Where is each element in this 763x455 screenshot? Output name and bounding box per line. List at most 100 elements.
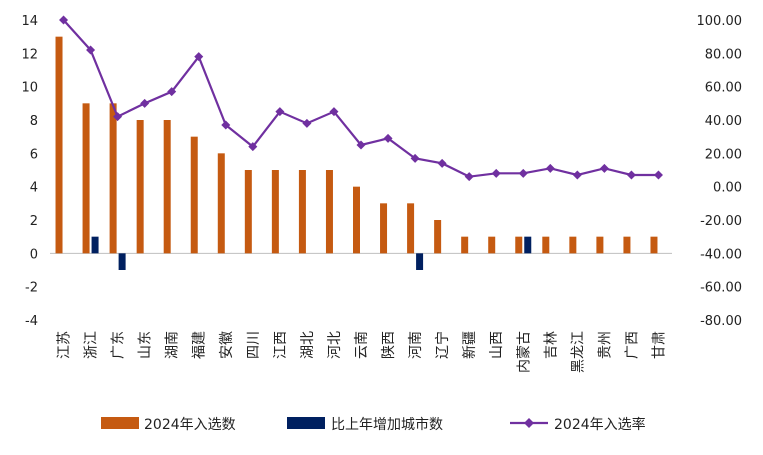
right-tick-label: -80.00 xyxy=(700,314,742,329)
left-tick-label: 14 xyxy=(21,14,38,29)
line-point xyxy=(653,170,663,180)
right-tick-label: 40.00 xyxy=(705,114,742,129)
bar-2024-count xyxy=(380,203,388,254)
line-point xyxy=(167,87,177,97)
category-labels: 江苏 浙江 广东 山东 湖南 福建 安徽 四川 江西 湖北 河北 云南 陕西 河南 辽宁 新疆 山西 内蒙古 吉林黑… xyxy=(57,331,668,373)
category-label: 吉林 xyxy=(543,331,559,359)
bar-2024-count xyxy=(542,236,550,254)
category-label: 云南 xyxy=(354,331,370,359)
category-label: 甘肃 xyxy=(651,331,667,359)
bar-2024-count xyxy=(488,236,496,254)
left-y-axis: -4 -2 0 2 4 6 8 10 12 14 xyxy=(21,14,38,329)
left-tick-label: 2 xyxy=(30,214,38,229)
left-tick-label: -2 xyxy=(25,281,38,296)
category-label: 湖南 xyxy=(165,331,181,359)
left-tick-label: -4 xyxy=(25,314,38,329)
line-point xyxy=(491,168,501,178)
category-label: 安徽 xyxy=(219,331,235,359)
legend-marker-rate xyxy=(524,418,534,428)
line-2024-rate xyxy=(62,19,659,178)
category-label: 新疆 xyxy=(462,331,478,359)
bar-2024-count xyxy=(217,153,225,254)
bar-yoy-change xyxy=(91,236,99,254)
bar-yoy-change xyxy=(524,236,532,254)
bar-2024-count xyxy=(461,236,469,254)
line-point xyxy=(572,170,582,180)
category-label: 四川 xyxy=(246,331,262,359)
bar-2024-count xyxy=(353,186,360,254)
category-label: 广东 xyxy=(111,331,127,359)
right-tick-label: 20.00 xyxy=(705,147,742,162)
line-point xyxy=(437,158,447,168)
bar-2024-count xyxy=(271,170,279,254)
category-label: 湖北 xyxy=(300,331,316,359)
right-tick-label: -60.00 xyxy=(700,281,742,296)
line-point xyxy=(329,107,339,117)
left-tick-label: 4 xyxy=(30,181,38,196)
bar-series xyxy=(55,36,658,270)
category-label: 内蒙古 xyxy=(516,331,532,373)
right-tick-label: -40.00 xyxy=(700,247,742,262)
category-label: 辽宁 xyxy=(434,331,451,359)
right-tick-label: 60.00 xyxy=(705,81,742,96)
category-label: 山西 xyxy=(489,331,505,359)
right-tick-label: 100.00 xyxy=(697,14,743,29)
category-label: 黑龙江 xyxy=(570,331,586,373)
line-point xyxy=(518,168,528,178)
legend-swatch-count xyxy=(101,417,139,429)
line-point xyxy=(248,142,258,152)
line-point xyxy=(545,163,555,173)
right-tick-label: 0.00 xyxy=(713,181,742,196)
bar-2024-count xyxy=(298,170,306,254)
bar-2024-count xyxy=(190,136,198,254)
line-point xyxy=(410,153,420,163)
right-tick-label: 80.00 xyxy=(705,47,742,62)
line-point xyxy=(221,120,231,130)
legend: 2024年入选数 比上年增加城市数 2024年入选率 xyxy=(101,416,646,433)
bar-2024-count xyxy=(434,220,442,254)
category-label: 江苏 xyxy=(57,331,73,359)
bar-2024-count xyxy=(82,103,90,254)
bar-2024-count xyxy=(596,236,604,254)
left-tick-label: 6 xyxy=(30,147,38,162)
bar-2024-count xyxy=(407,203,415,254)
line-point xyxy=(275,107,285,117)
category-label: 河南 xyxy=(408,331,424,359)
line-point xyxy=(140,98,150,108)
bar-2024-count xyxy=(569,236,577,254)
bar-2024-count xyxy=(515,236,523,254)
bar-2024-count xyxy=(325,170,333,254)
line-point xyxy=(626,170,636,180)
left-tick-label: 10 xyxy=(21,81,38,96)
category-label: 河北 xyxy=(327,331,343,359)
category-label: 山东 xyxy=(138,331,154,359)
bar-2024-count xyxy=(136,120,144,254)
line-point xyxy=(383,133,393,143)
right-y-axis: -80.00 -60.00 -40.00 -20.00 0.00 20.00 40.00 60… xyxy=(697,14,743,329)
bar-2024-count xyxy=(55,36,63,254)
line-point xyxy=(356,140,366,150)
category-label: 江西 xyxy=(273,331,289,359)
line-point xyxy=(599,163,609,173)
legend-swatch-change xyxy=(287,417,325,429)
line-point xyxy=(59,15,69,25)
right-tick-label: -20.00 xyxy=(700,214,742,229)
category-label: 陕西 xyxy=(381,331,397,359)
legend-label-rate: 2024年入选率 xyxy=(554,416,646,433)
category-label: 广西 xyxy=(624,331,640,359)
left-tick-label: 12 xyxy=(21,47,38,62)
category-label: 福建 xyxy=(192,331,208,359)
legend-label-count: 2024年入选数 xyxy=(144,417,236,433)
left-tick-label: 8 xyxy=(30,114,38,129)
line-point xyxy=(86,45,96,55)
bar-2024-count xyxy=(650,236,658,254)
line-point xyxy=(113,112,123,122)
bar-2024-count xyxy=(623,236,631,254)
bar-2024-count xyxy=(109,103,117,254)
line-series xyxy=(59,15,663,182)
bar-2024-count xyxy=(244,170,252,254)
left-tick-label: 0 xyxy=(30,247,38,262)
line-point xyxy=(464,172,474,182)
bar-yoy-change xyxy=(416,253,424,270)
